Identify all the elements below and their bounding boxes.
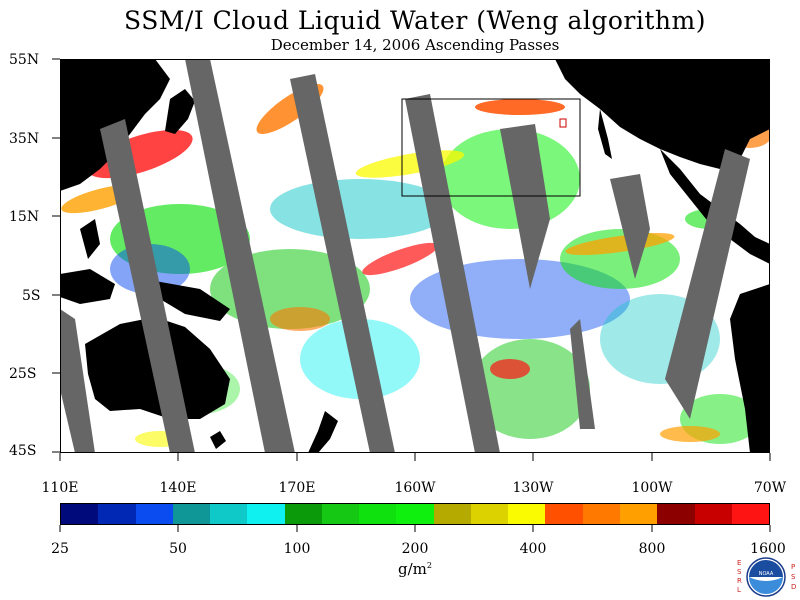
map-canvas [60, 59, 770, 453]
colorbar-segment-15 [619, 504, 658, 524]
lon-label-130w: 130W [512, 480, 554, 496]
colorbar-ticks [59, 525, 771, 532]
map-area [60, 59, 770, 453]
colorbar-segment-5 [247, 504, 285, 524]
colorbar-segment-13 [545, 504, 583, 524]
colorbar-segment-2 [135, 504, 173, 524]
philippines [80, 219, 100, 259]
esrl-letter: S [737, 568, 742, 576]
japan [165, 89, 195, 134]
colorbar-segment-17 [694, 504, 732, 524]
colorbar-segment-11 [470, 504, 509, 524]
color-scale-bar [60, 503, 770, 525]
colorbar-segment-1 [98, 504, 136, 524]
lat-label-5s: 5S [22, 288, 41, 304]
lon-label-100w: 100W [631, 480, 673, 496]
colorbar-label-800: 800 [638, 541, 666, 557]
esrl-letter: L [737, 586, 741, 594]
borneo [60, 269, 115, 304]
noaa-logo: NOAA E S R L P S D [735, 555, 797, 599]
colorbar-label-100: 100 [283, 541, 311, 557]
colorbar-label-200: 200 [401, 541, 429, 557]
colorbar-label-400: 400 [519, 541, 547, 557]
lon-label-70w: 70W [753, 480, 787, 496]
lon-label-140e: 140E [159, 480, 197, 496]
colorbar-segment-9 [396, 504, 434, 524]
data-gap-swaths [60, 59, 750, 453]
psd-letter: S [791, 573, 796, 581]
psd-letter: D [791, 583, 797, 591]
colorbar-label-1600: 1600 [750, 541, 786, 557]
colorbar-label-25: 25 [51, 541, 69, 557]
colorbar-segment-16 [657, 504, 695, 524]
axis-ticks [52, 58, 771, 461]
psd-letter: P [791, 563, 796, 571]
new-zealand [308, 411, 338, 453]
lat-label-25s: 25S [9, 366, 37, 382]
esrl-letter: E [737, 559, 742, 567]
new-guinea [155, 281, 230, 321]
tasmania [210, 431, 226, 449]
map-subtitle: December 14, 2006 Ascending Passes [270, 36, 560, 54]
units-label: g/m2 [398, 560, 432, 578]
region-box [401, 98, 581, 197]
colorbar-segment-0 [61, 504, 99, 524]
colorbar-segment-18 [731, 504, 770, 524]
lat-label-35n: 35N [9, 131, 40, 147]
map-title: SSM/I Cloud Liquid Water (Weng algorithm… [124, 6, 706, 35]
lat-label-55n: 55N [9, 52, 40, 68]
colorbar-segment-8 [359, 504, 397, 524]
south-america [730, 284, 770, 453]
colorbar-segment-7 [321, 504, 360, 524]
north-america [555, 59, 770, 169]
colorbar-segment-14 [582, 504, 620, 524]
small-region-marker [559, 118, 567, 128]
lat-label-45s: 45S [9, 443, 37, 459]
baja-california [598, 109, 612, 159]
lon-label-170e: 170E [278, 480, 316, 496]
colorbar-segment-12 [508, 504, 546, 524]
lat-label-15n: 15N [9, 209, 40, 225]
esrl-letter: R [737, 577, 742, 585]
map-frame [60, 59, 770, 453]
colorbar-segment-6 [284, 504, 322, 524]
lon-label-110e: 110E [41, 480, 79, 496]
noaa-emblem-icon: NOAA [746, 557, 786, 597]
colorbar-segment-3 [172, 504, 211, 524]
units-superscript: 2 [426, 561, 432, 570]
lon-label-160w: 160W [394, 480, 436, 496]
colorbar-segment-4 [210, 504, 248, 524]
svg-text:NOAA: NOAA [759, 571, 774, 577]
units-text: g/m [398, 560, 427, 578]
colorbar-segment-10 [433, 504, 471, 524]
colorbar-label-50: 50 [169, 541, 187, 557]
